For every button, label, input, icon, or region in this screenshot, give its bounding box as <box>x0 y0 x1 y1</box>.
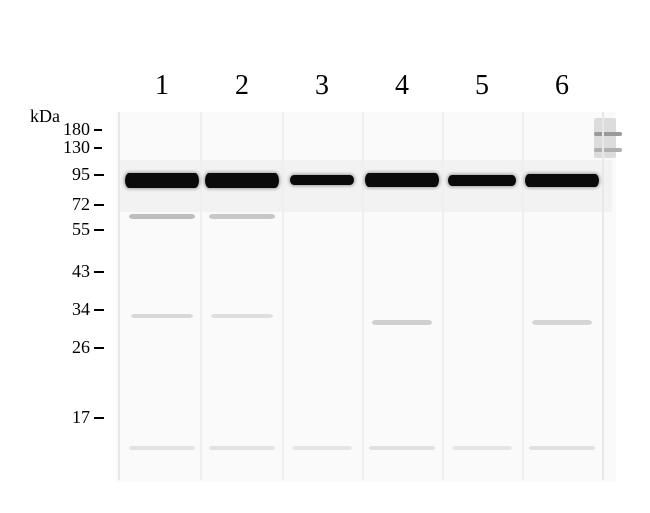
faint-band <box>292 446 352 450</box>
lane-edge <box>442 112 444 480</box>
main-band-lane-3 <box>290 175 354 185</box>
faint-band <box>452 446 512 450</box>
main-band-lane-1 <box>125 173 199 188</box>
main-band-lane-6 <box>525 174 599 187</box>
faint-band <box>131 314 193 318</box>
lane-edge <box>118 112 120 480</box>
blot-edge-streak-2 <box>594 148 622 152</box>
faint-band <box>372 320 432 325</box>
blot-edge-artifact <box>594 118 616 158</box>
mw-tick-130 <box>94 147 102 149</box>
lane-edge <box>602 112 604 480</box>
main-band-lane-2 <box>205 173 279 188</box>
main-band-lane-4 <box>365 173 439 187</box>
mw-label-17: 17 <box>40 407 90 428</box>
blot-figure: kDa 180 130 95 72 55 43 34 26 17 1 2 3 4… <box>0 0 650 513</box>
lane-label-2: 2 <box>222 70 262 102</box>
mw-tick-180 <box>94 129 102 131</box>
mw-label-130: 130 <box>40 137 90 158</box>
lane-label-3: 3 <box>302 70 342 102</box>
lane-label-4: 4 <box>382 70 422 102</box>
lane-label-6: 6 <box>542 70 582 102</box>
mw-label-72: 72 <box>40 194 90 215</box>
mw-label-55: 55 <box>40 219 90 240</box>
mw-tick-43 <box>94 271 104 273</box>
lane-edge <box>200 112 202 480</box>
faint-band <box>369 446 435 450</box>
faint-band <box>532 320 592 325</box>
mw-tick-26 <box>94 347 104 349</box>
mw-tick-17 <box>94 417 104 419</box>
lane-edge <box>522 112 524 480</box>
mw-label-95: 95 <box>40 164 90 185</box>
mw-tick-95 <box>94 174 104 176</box>
lane-edge <box>282 112 284 480</box>
lane-label-1: 1 <box>142 70 182 102</box>
main-band-lane-5 <box>448 175 516 186</box>
faint-band <box>211 314 273 318</box>
faint-band <box>129 446 195 450</box>
faint-band <box>129 214 195 219</box>
lane-label-5: 5 <box>462 70 502 102</box>
faint-band <box>529 446 595 450</box>
lane-edge <box>362 112 364 480</box>
blot-edge-streak-1 <box>594 132 622 136</box>
mw-tick-72 <box>94 204 104 206</box>
mw-tick-34 <box>94 309 104 311</box>
faint-band <box>209 214 275 219</box>
mw-label-26: 26 <box>40 337 90 358</box>
faint-band <box>209 446 275 450</box>
mw-label-34: 34 <box>40 299 90 320</box>
mw-tick-55 <box>94 229 104 231</box>
mw-label-43: 43 <box>40 261 90 282</box>
